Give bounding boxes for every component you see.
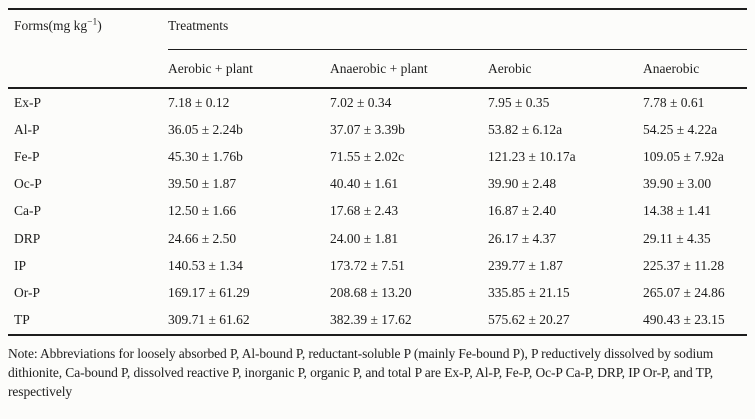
form-label: Oc-P xyxy=(14,176,42,192)
value-cell: 7.18 ± 0.12 xyxy=(168,94,230,110)
value-cell: 36.05 ± 2.24b xyxy=(168,121,243,137)
form-label: Al-P xyxy=(14,121,40,137)
value-cell: 169.17 ± 61.29 xyxy=(168,284,250,300)
value-cell: 39.90 ± 3.00 xyxy=(643,176,712,192)
value-cell: 26.17 ± 4.37 xyxy=(488,230,557,246)
forms-header: Forms(mg kg−1) xyxy=(8,10,168,50)
forms-header-superscript: −1 xyxy=(87,17,98,28)
table-header-group-row: Forms(mg kg−1) Treatments xyxy=(8,10,747,50)
value-cell: 53.82 ± 6.12a xyxy=(488,121,563,137)
table-subheader-row: Aerobic + plant Anaerobic + plant Aerobic A… xyxy=(8,50,747,89)
form-label: DRP xyxy=(14,230,41,246)
value-cell: 54.25 ± 4.22a xyxy=(643,121,718,137)
table-body: Ex-P 7.18 ± 0.12 7.02 ± 0.34 7.95 ± 0.35 7.7… xyxy=(8,89,747,334)
treatments-header: Treatments xyxy=(168,10,747,50)
value-cell: 7.95 ± 0.35 xyxy=(488,94,550,110)
form-label: Ca-P xyxy=(14,203,41,219)
value-cell: 71.55 ± 2.02c xyxy=(330,148,405,164)
value-cell: 7.78 ± 0.61 xyxy=(643,94,705,110)
form-label: TP xyxy=(14,312,30,328)
value-cell: 309.71 ± 61.62 xyxy=(168,312,250,328)
table-row: DRP 24.66 ± 2.50 24.00 ± 1.81 26.17 ± 4.37 2… xyxy=(8,225,747,252)
value-cell: 208.68 ± 13.20 xyxy=(330,284,412,300)
table-figure: Forms(mg kg−1) Treatments Aerobic + plan… xyxy=(8,8,747,401)
value-cell: 39.90 ± 2.48 xyxy=(488,176,557,192)
value-cell: 239.77 ± 1.87 xyxy=(488,257,563,273)
value-cell: 29.11 ± 4.35 xyxy=(643,230,711,246)
treatments-header-text: Treatments xyxy=(168,18,229,33)
value-cell: 40.40 ± 1.61 xyxy=(330,176,399,192)
value-cell: 7.02 ± 0.34 xyxy=(330,94,392,110)
value-cell: 121.23 ± 10.17a xyxy=(488,148,576,164)
column-header: Anaerobic xyxy=(643,60,700,76)
table-row: IP 140.53 ± 1.34 173.72 ± 7.51 239.77 ± 1.8… xyxy=(8,252,747,279)
column-header: Aerobic xyxy=(488,60,532,76)
value-cell: 37.07 ± 3.39b xyxy=(330,121,405,137)
form-label: Ex-P xyxy=(14,94,41,110)
column-header: Anaerobic + plant xyxy=(330,60,428,76)
forms-header-text: Forms(mg kg xyxy=(14,18,88,33)
value-cell: 140.53 ± 1.34 xyxy=(168,257,243,273)
value-cell: 16.87 ± 2.40 xyxy=(488,203,557,219)
forms-header-suffix: ) xyxy=(97,18,102,33)
table-row: Ex-P 7.18 ± 0.12 7.02 ± 0.34 7.95 ± 0.35 7.7… xyxy=(8,89,747,116)
value-cell: 14.38 ± 1.41 xyxy=(643,203,712,219)
table-row: Ca-P 12.50 ± 1.66 17.68 ± 2.43 16.87 ± 2.40… xyxy=(8,198,747,225)
phosphorus-forms-table: Forms(mg kg−1) Treatments Aerobic + plan… xyxy=(8,8,747,336)
value-cell: 24.00 ± 1.81 xyxy=(330,230,399,246)
column-header: Aerobic + plant xyxy=(168,60,253,76)
value-cell: 24.66 ± 2.50 xyxy=(168,230,237,246)
value-cell: 225.37 ± 11.28 xyxy=(643,257,725,273)
table-note: Note: Abbreviations for loosely absorbed… xyxy=(8,345,714,399)
form-label: Fe-P xyxy=(14,148,40,164)
value-cell: 173.72 ± 7.51 xyxy=(330,257,405,273)
table-row: Al-P 36.05 ± 2.24b 37.07 ± 3.39b 53.82 ± 6.… xyxy=(8,116,747,143)
value-cell: 12.50 ± 1.66 xyxy=(168,203,237,219)
value-cell: 265.07 ± 24.86 xyxy=(643,284,725,300)
value-cell: 335.85 ± 21.15 xyxy=(488,284,570,300)
form-label: IP xyxy=(14,257,27,273)
table-row: Oc-P 39.50 ± 1.87 40.40 ± 1.61 39.90 ± 2.48… xyxy=(8,171,747,198)
value-cell: 490.43 ± 23.15 xyxy=(643,312,725,328)
value-cell: 382.39 ± 17.62 xyxy=(330,312,412,328)
value-cell: 575.62 ± 20.27 xyxy=(488,312,570,328)
table-row: Or-P 169.17 ± 61.29 208.68 ± 13.20 335.85 ±… xyxy=(8,279,747,306)
value-cell: 17.68 ± 2.43 xyxy=(330,203,399,219)
form-label: Or-P xyxy=(14,284,40,300)
value-cell: 39.50 ± 1.87 xyxy=(168,176,237,192)
value-cell: 109.05 ± 7.92a xyxy=(643,148,724,164)
table-row: TP 309.71 ± 61.62 382.39 ± 17.62 575.62 ± 2… xyxy=(8,307,747,334)
table-row: Fe-P 45.30 ± 1.76b 71.55 ± 2.02c 121.23 ± 1… xyxy=(8,143,747,170)
value-cell: 45.30 ± 1.76b xyxy=(168,148,243,164)
